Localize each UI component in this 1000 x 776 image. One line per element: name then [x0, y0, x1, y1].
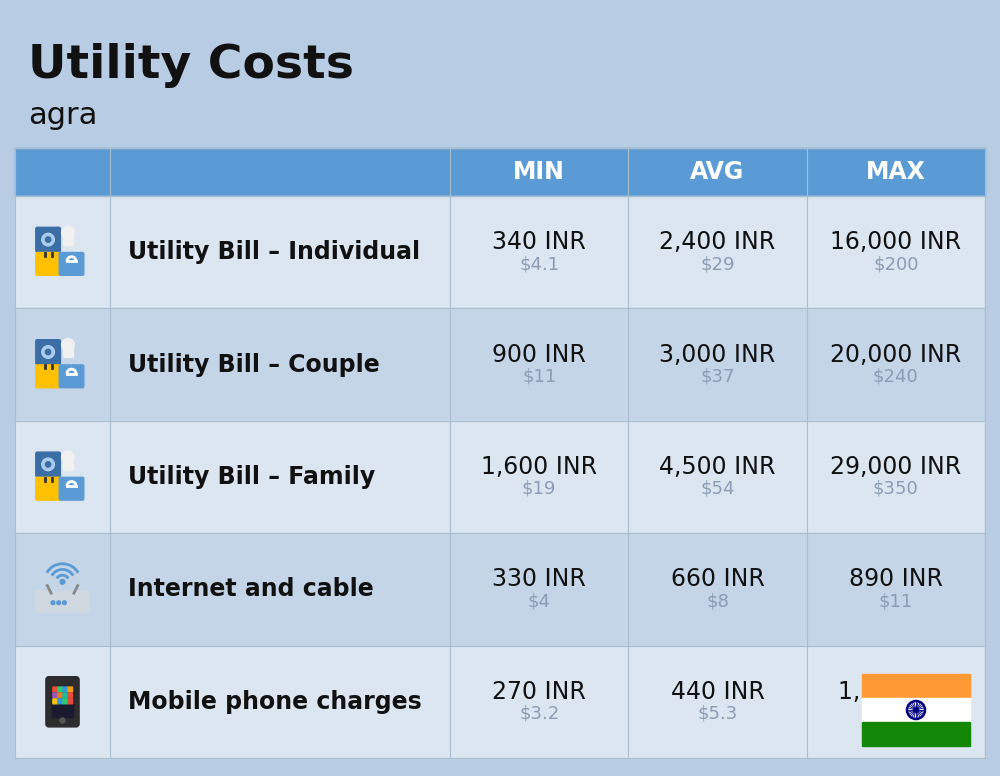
Text: agra: agra [28, 102, 97, 130]
FancyBboxPatch shape [36, 477, 60, 500]
Text: $37: $37 [700, 368, 735, 386]
Circle shape [62, 226, 74, 239]
FancyBboxPatch shape [63, 687, 67, 692]
Circle shape [42, 458, 54, 471]
Bar [450, 148, 628, 196]
Circle shape [42, 234, 54, 246]
FancyBboxPatch shape [36, 340, 60, 364]
Circle shape [62, 451, 74, 463]
FancyBboxPatch shape [53, 699, 57, 704]
Text: 1,300 INR: 1,300 INR [838, 680, 954, 704]
Text: $4: $4 [528, 592, 551, 611]
Text: Utility Costs: Utility Costs [28, 43, 354, 88]
FancyBboxPatch shape [46, 677, 79, 727]
FancyBboxPatch shape [53, 687, 57, 692]
Bar [807, 148, 985, 196]
Bar [862, 674, 970, 698]
FancyBboxPatch shape [53, 693, 57, 698]
Text: 3,000 INR: 3,000 INR [659, 342, 776, 366]
Bar [862, 722, 970, 746]
FancyBboxPatch shape [68, 693, 73, 698]
Text: $3.2: $3.2 [519, 705, 559, 722]
Text: 440 INR: 440 INR [671, 680, 764, 704]
FancyBboxPatch shape [63, 699, 67, 704]
FancyBboxPatch shape [58, 693, 62, 698]
Text: $16: $16 [879, 705, 913, 722]
FancyBboxPatch shape [36, 252, 60, 275]
Text: $11: $11 [522, 368, 556, 386]
FancyBboxPatch shape [58, 687, 62, 692]
Bar [15, 533, 985, 646]
Text: Mobile phone charges: Mobile phone charges [128, 690, 422, 714]
Bar [15, 646, 985, 758]
Text: Internet and cable: Internet and cable [128, 577, 374, 601]
Bar [15, 308, 985, 421]
Text: 330 INR: 330 INR [492, 567, 586, 591]
Circle shape [45, 237, 51, 242]
Text: 900 INR: 900 INR [492, 342, 586, 366]
Text: $29: $29 [700, 255, 735, 273]
Bar [862, 698, 970, 722]
FancyBboxPatch shape [36, 365, 60, 388]
Circle shape [45, 349, 51, 355]
FancyBboxPatch shape [36, 227, 60, 252]
Text: $54: $54 [700, 480, 735, 498]
Text: 16,000 INR: 16,000 INR [830, 230, 961, 255]
Text: AVG: AVG [690, 160, 745, 184]
FancyBboxPatch shape [59, 477, 84, 500]
FancyBboxPatch shape [36, 591, 89, 612]
Circle shape [62, 338, 74, 351]
FancyBboxPatch shape [59, 252, 84, 275]
Text: 2,400 INR: 2,400 INR [659, 230, 776, 255]
Circle shape [57, 601, 61, 605]
Circle shape [63, 601, 66, 605]
Text: Utility Bill – Individual: Utility Bill – Individual [128, 241, 420, 264]
FancyBboxPatch shape [63, 693, 67, 698]
FancyBboxPatch shape [68, 699, 73, 704]
Bar [15, 421, 985, 533]
Text: $240: $240 [873, 368, 919, 386]
Bar [62, 459, 73, 469]
Text: $350: $350 [873, 480, 919, 498]
Text: 1,600 INR: 1,600 INR [481, 455, 597, 479]
Circle shape [914, 708, 918, 712]
Text: $19: $19 [522, 480, 556, 498]
Text: $4.1: $4.1 [519, 255, 559, 273]
Text: MIN: MIN [513, 160, 565, 184]
Text: Utility Bill – Couple: Utility Bill – Couple [128, 352, 380, 376]
Text: 20,000 INR: 20,000 INR [830, 342, 961, 366]
Text: MAX: MAX [866, 160, 926, 184]
Text: $200: $200 [873, 255, 919, 273]
Text: 660 INR: 660 INR [671, 567, 764, 591]
Text: $8: $8 [706, 592, 729, 611]
Bar [15, 196, 985, 308]
Text: $11: $11 [879, 592, 913, 611]
Bar [62, 234, 73, 245]
Bar [62, 347, 73, 358]
Text: Utility Bill – Family: Utility Bill – Family [128, 465, 375, 489]
Circle shape [60, 718, 65, 723]
Circle shape [60, 580, 65, 584]
FancyBboxPatch shape [59, 365, 84, 388]
FancyBboxPatch shape [68, 687, 73, 692]
Bar [628, 148, 807, 196]
FancyBboxPatch shape [36, 452, 60, 476]
Bar [15, 148, 450, 196]
Text: 340 INR: 340 INR [492, 230, 586, 255]
Bar [52, 687, 73, 717]
Circle shape [51, 601, 55, 605]
Circle shape [45, 462, 51, 467]
Text: 4,500 INR: 4,500 INR [659, 455, 776, 479]
Text: 890 INR: 890 INR [849, 567, 943, 591]
FancyBboxPatch shape [58, 699, 62, 704]
Text: $5.3: $5.3 [697, 705, 738, 722]
Text: 29,000 INR: 29,000 INR [830, 455, 961, 479]
Circle shape [42, 345, 54, 359]
Text: 270 INR: 270 INR [492, 680, 586, 704]
